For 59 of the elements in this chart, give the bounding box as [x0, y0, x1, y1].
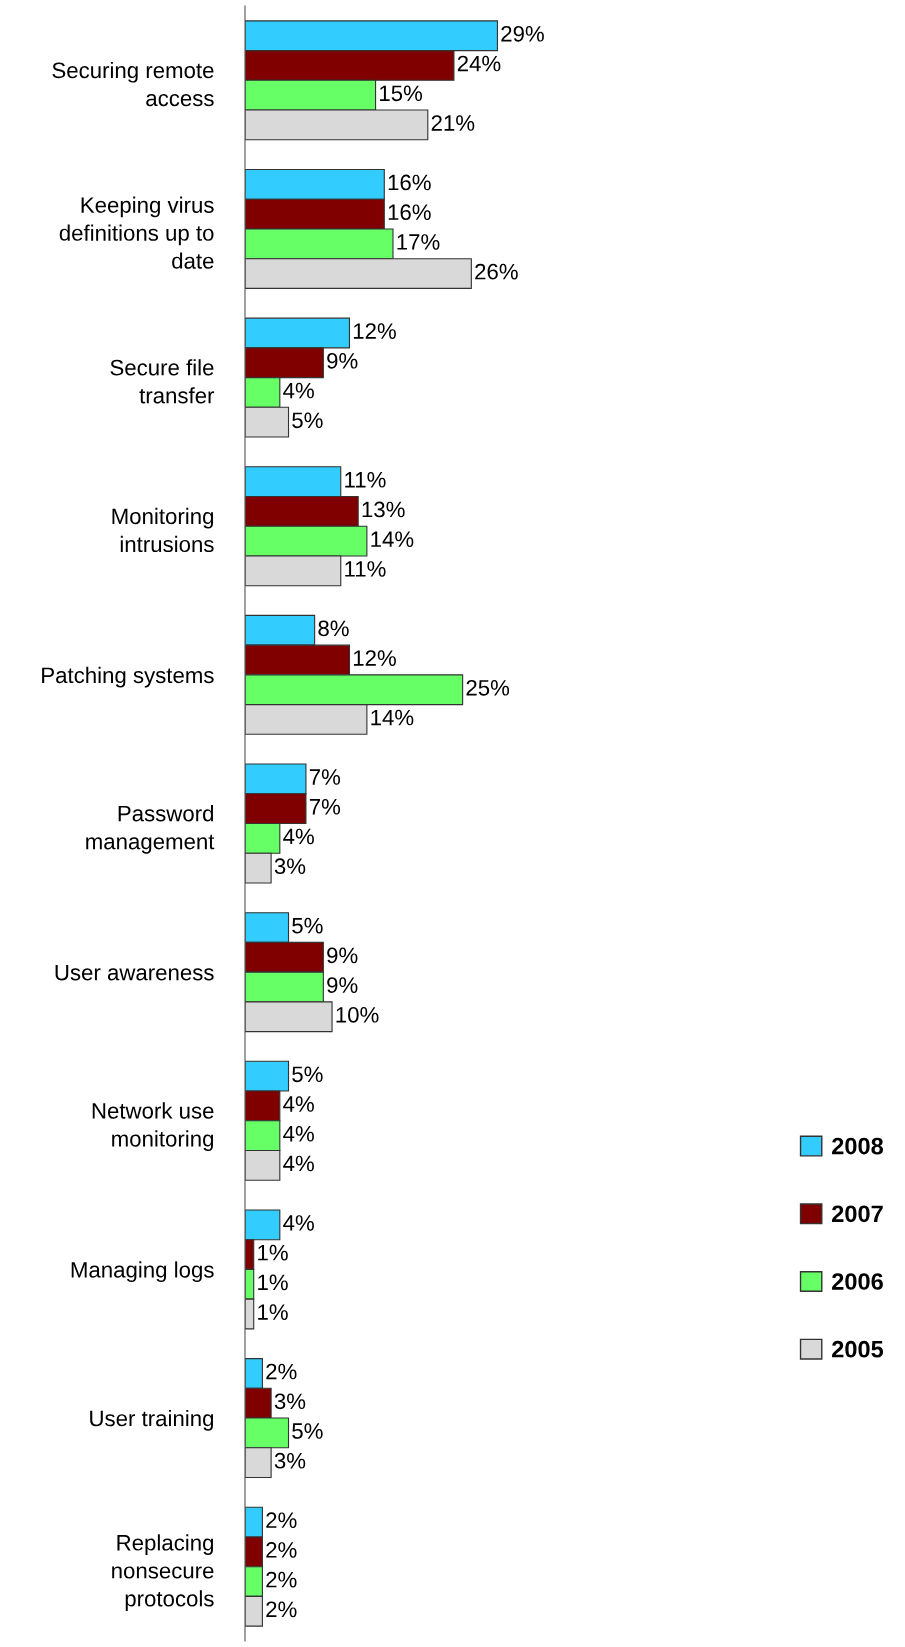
data-label: 1%: [258, 1274, 288, 1291]
data-label: 11%: [345, 471, 386, 488]
data-label: 7%: [309, 798, 341, 815]
data-label: 5%: [292, 1423, 323, 1439]
data-label: 11%: [345, 561, 386, 577]
data-label: 26%: [475, 263, 518, 280]
y-tick-label: Patching systems: [42, 666, 214, 688]
data-label: 21%: [431, 115, 475, 131]
data-label: 12%: [353, 650, 396, 666]
data-label: 2%: [266, 1571, 297, 1588]
data-label: 17%: [397, 234, 440, 250]
data-label: 3%: [274, 858, 306, 875]
data-label: 4%: [283, 382, 314, 399]
y-tick-label: Password management: [86, 805, 215, 854]
data-label: 8%: [318, 620, 349, 637]
data-label: 3%: [274, 1393, 306, 1410]
data-label: 3%: [274, 1452, 306, 1469]
y-tick-label: Replacing nonsecure protocols: [112, 1534, 214, 1611]
y-tick-label: User awareness: [55, 964, 214, 981]
data-label: 5%: [292, 412, 323, 429]
data-label: 4%: [283, 1125, 314, 1142]
data-label: 29%: [501, 25, 544, 42]
data-label: 4%: [283, 1215, 314, 1231]
data-label: 4%: [283, 1096, 314, 1112]
data-label: 12%: [353, 323, 396, 339]
data-label: 2%: [266, 1512, 297, 1528]
y-tick-label: Network use monitoring: [92, 1102, 214, 1152]
data-label: 4%: [283, 1155, 314, 1172]
y-tick-label: Keeping virus definitions up to date: [59, 196, 214, 269]
data-label: 1%: [258, 1304, 288, 1320]
legend-label: 2007: [832, 1205, 883, 1223]
data-label: 5%: [292, 917, 323, 934]
data-label: 13%: [362, 501, 405, 518]
data-label: 10%: [336, 1006, 379, 1023]
data-label: 24%: [457, 55, 501, 72]
data-label: 9%: [327, 947, 358, 964]
legend-label: 2006: [832, 1273, 883, 1290]
data-label: 5%: [292, 1066, 323, 1083]
legend-label: 2005: [832, 1340, 884, 1358]
y-tick-label: Securing remote access: [52, 61, 214, 107]
data-label: 25%: [466, 679, 510, 696]
y-tick-label: Monitoring intrusions: [112, 507, 214, 553]
y-tick-label: User training: [90, 1409, 214, 1431]
y-tick-label: Secure file transfer: [110, 359, 215, 404]
data-label: 1%: [258, 1244, 288, 1261]
data-label: 2%: [266, 1601, 297, 1618]
data-label: 7%: [309, 769, 341, 785]
data-label: 2%: [266, 1542, 297, 1558]
data-label: 16%: [388, 174, 431, 191]
data-label: 14%: [371, 709, 414, 726]
data-label: 9%: [327, 977, 358, 993]
data-label: 9%: [327, 352, 358, 369]
data-label: 15%: [380, 85, 423, 102]
y-tick-label: Managing logs: [71, 1261, 214, 1283]
data-label: 2%: [266, 1363, 297, 1380]
data-label: 14%: [371, 531, 414, 547]
data-label: 4%: [283, 828, 314, 845]
legend-label: 2008: [832, 1137, 884, 1155]
data-label: 16%: [388, 204, 431, 221]
